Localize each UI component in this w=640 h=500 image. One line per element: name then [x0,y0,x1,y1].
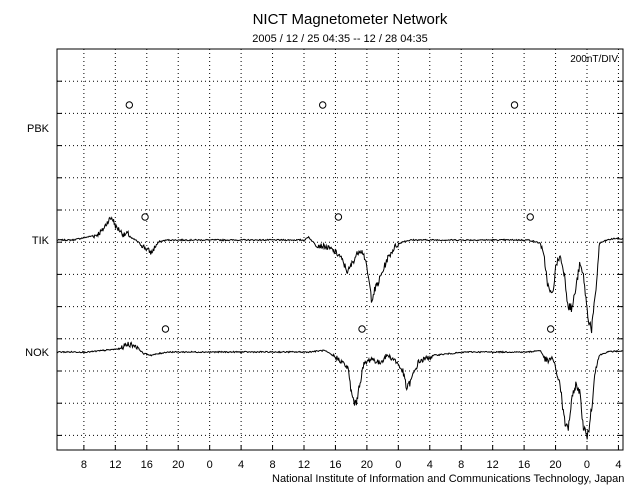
noon-marker-nok [546,325,555,333]
x-tick-label: 20 [549,459,561,471]
chart-subtitle: 2005 / 12 / 25 04:35 -- 12 / 28 04:35 [252,33,428,45]
grid [57,49,623,450]
noon-marker-pbk [510,101,519,109]
x-tick-label: 8 [81,459,87,471]
noon-marker-tik [334,213,343,221]
x-tick-label: 20 [172,459,184,471]
station-labels: PBK TIK NOK [25,123,50,359]
series-line-tik [56,216,624,334]
x-tick-label: 16 [518,459,530,471]
noon-marker-pbk [125,101,134,109]
noon-marker-tik [526,213,534,221]
x-tick-label: 4 [427,459,433,471]
x-tick-label: 0 [584,459,590,471]
x-tick-label: 0 [395,459,401,471]
x-tick-label: 4 [238,459,244,471]
x-tick-label: 12 [487,459,499,471]
x-tick-label: 0 [207,459,213,471]
series-line-nok [56,341,623,440]
axis-ticks [57,80,623,450]
noon-marker-pbk [319,101,327,109]
x-tick-label: 12 [109,459,121,471]
chart-title: NICT Magnetometer Network [252,11,448,28]
x-tick-label: 16 [329,459,341,471]
series-lines [56,216,624,440]
footer-credit: National Institute of Information and Co… [272,473,625,485]
x-tick-label: 8 [458,459,464,471]
x-tick-label: 20 [361,459,373,471]
noon-marker-tik [141,213,149,221]
station-label-tik: TIK [32,235,50,247]
x-tick-label: 12 [298,459,310,471]
x-tick-label: 8 [269,459,275,471]
x-tick-label: 4 [615,459,621,471]
station-label-nok: NOK [25,347,50,359]
station-label-pbk: PBK [27,123,50,135]
noon-markers [125,101,555,333]
tick-labels: 8 12 16 20 0 4 8 12 16 20 0 4 8 12 16 20 0 4 [81,459,622,471]
plot-frame [56,48,624,451]
noon-marker-nok [358,325,366,333]
x-tick-label: 16 [141,459,153,471]
scale-label: 200nT/DIV [570,54,618,65]
noon-marker-nok [161,325,170,333]
